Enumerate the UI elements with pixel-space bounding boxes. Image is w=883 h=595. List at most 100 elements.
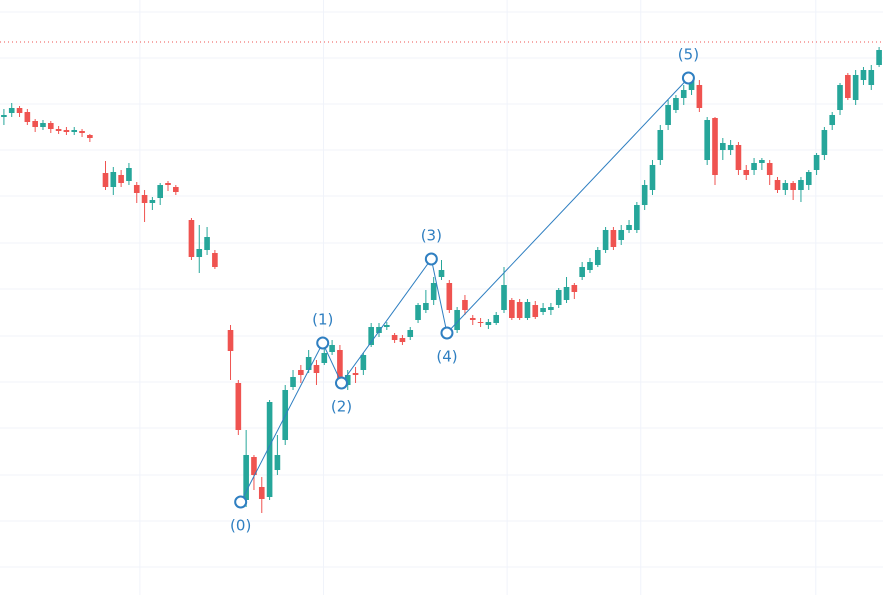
candle-body	[860, 70, 867, 80]
wave-point	[316, 336, 330, 350]
candle-body	[751, 163, 757, 170]
candle-body	[188, 220, 195, 257]
candle-body	[438, 270, 445, 277]
candle-body	[759, 160, 765, 163]
candle-body	[876, 50, 882, 65]
candle-body	[868, 70, 875, 85]
candle-body	[696, 85, 703, 108]
candle-body	[329, 345, 335, 352]
wave-point	[334, 376, 348, 390]
candle-body	[618, 230, 625, 240]
candle-body	[626, 225, 632, 230]
candle-body	[454, 310, 460, 330]
candle-body	[368, 327, 374, 345]
candle-body	[657, 130, 664, 160]
candle-body	[641, 185, 648, 205]
wave-point	[440, 326, 454, 340]
candle-body	[446, 283, 453, 310]
candle-body	[290, 377, 296, 387]
candle-body	[798, 180, 804, 190]
candle-body	[516, 302, 523, 318]
candle-body	[55, 129, 62, 131]
wave-label: (1)	[312, 311, 333, 329]
candle-body	[415, 305, 421, 320]
candle-body	[571, 285, 578, 292]
candle-body	[376, 327, 382, 333]
candle-body	[407, 330, 414, 337]
candle-body	[133, 185, 140, 193]
candle-body	[727, 145, 734, 150]
candle-body	[790, 183, 796, 190]
candle-body	[665, 105, 671, 125]
candle-body	[579, 267, 585, 277]
wave-line	[240, 77, 689, 503]
candle-body	[594, 250, 601, 265]
candle-body	[71, 130, 78, 132]
candle-body	[1, 115, 7, 117]
candle-body	[766, 163, 773, 175]
candle-body	[680, 90, 687, 98]
candle-body	[141, 195, 148, 203]
candle-body	[782, 183, 789, 190]
candle-body	[344, 375, 351, 385]
candle-body	[274, 455, 281, 470]
candle-body	[821, 130, 828, 155]
candle-body	[118, 175, 124, 183]
candle-body	[110, 172, 117, 187]
candle-body	[774, 180, 781, 190]
candle-body	[102, 173, 109, 187]
candle-body	[258, 487, 265, 499]
candle-body	[509, 300, 515, 318]
candle-body	[602, 230, 609, 250]
candle-body	[399, 338, 406, 342]
candle-body	[477, 322, 484, 323]
candle-body	[423, 303, 429, 310]
candle-body	[805, 172, 812, 185]
candle-body	[524, 302, 531, 318]
candle-body	[266, 402, 273, 497]
candle-body	[173, 187, 179, 192]
candle-body	[157, 185, 164, 198]
candle-body	[485, 322, 492, 325]
candle-body	[8, 108, 15, 113]
candle-body	[24, 112, 31, 122]
candle-body	[712, 118, 718, 175]
candle-body	[719, 143, 726, 150]
candle-body	[126, 168, 132, 181]
candle-body	[813, 155, 820, 170]
candle-body	[548, 307, 554, 310]
candle-body	[87, 135, 93, 138]
candle-body	[243, 455, 249, 500]
candle-body	[149, 200, 156, 203]
candle-body	[462, 300, 468, 310]
candle-body	[32, 121, 38, 127]
candle-body	[532, 305, 539, 317]
candle-body	[555, 290, 562, 305]
wave-label: (3)	[421, 227, 442, 245]
candle-body	[212, 253, 218, 267]
candle-body	[251, 457, 257, 475]
candle-body	[196, 249, 203, 257]
wave-label: (0)	[230, 517, 251, 535]
candle-body	[430, 283, 437, 300]
candle-body	[313, 365, 320, 373]
candle-body	[469, 318, 476, 320]
candle-body	[634, 205, 640, 230]
wave-point	[424, 252, 438, 266]
candle-body	[235, 383, 242, 430]
candle-body	[587, 262, 593, 270]
candle-body	[47, 123, 54, 129]
wave-point	[681, 71, 695, 85]
candle-body	[298, 370, 304, 375]
candle-body	[673, 98, 679, 110]
candle-body	[837, 85, 843, 110]
wave-label: (2)	[331, 398, 352, 416]
candle-body	[305, 357, 312, 370]
candle-body	[63, 130, 70, 132]
candle-body	[227, 330, 234, 351]
candle-body	[735, 145, 742, 170]
candle-body	[383, 325, 390, 327]
candle-body	[40, 123, 46, 127]
wave-point	[234, 495, 248, 509]
